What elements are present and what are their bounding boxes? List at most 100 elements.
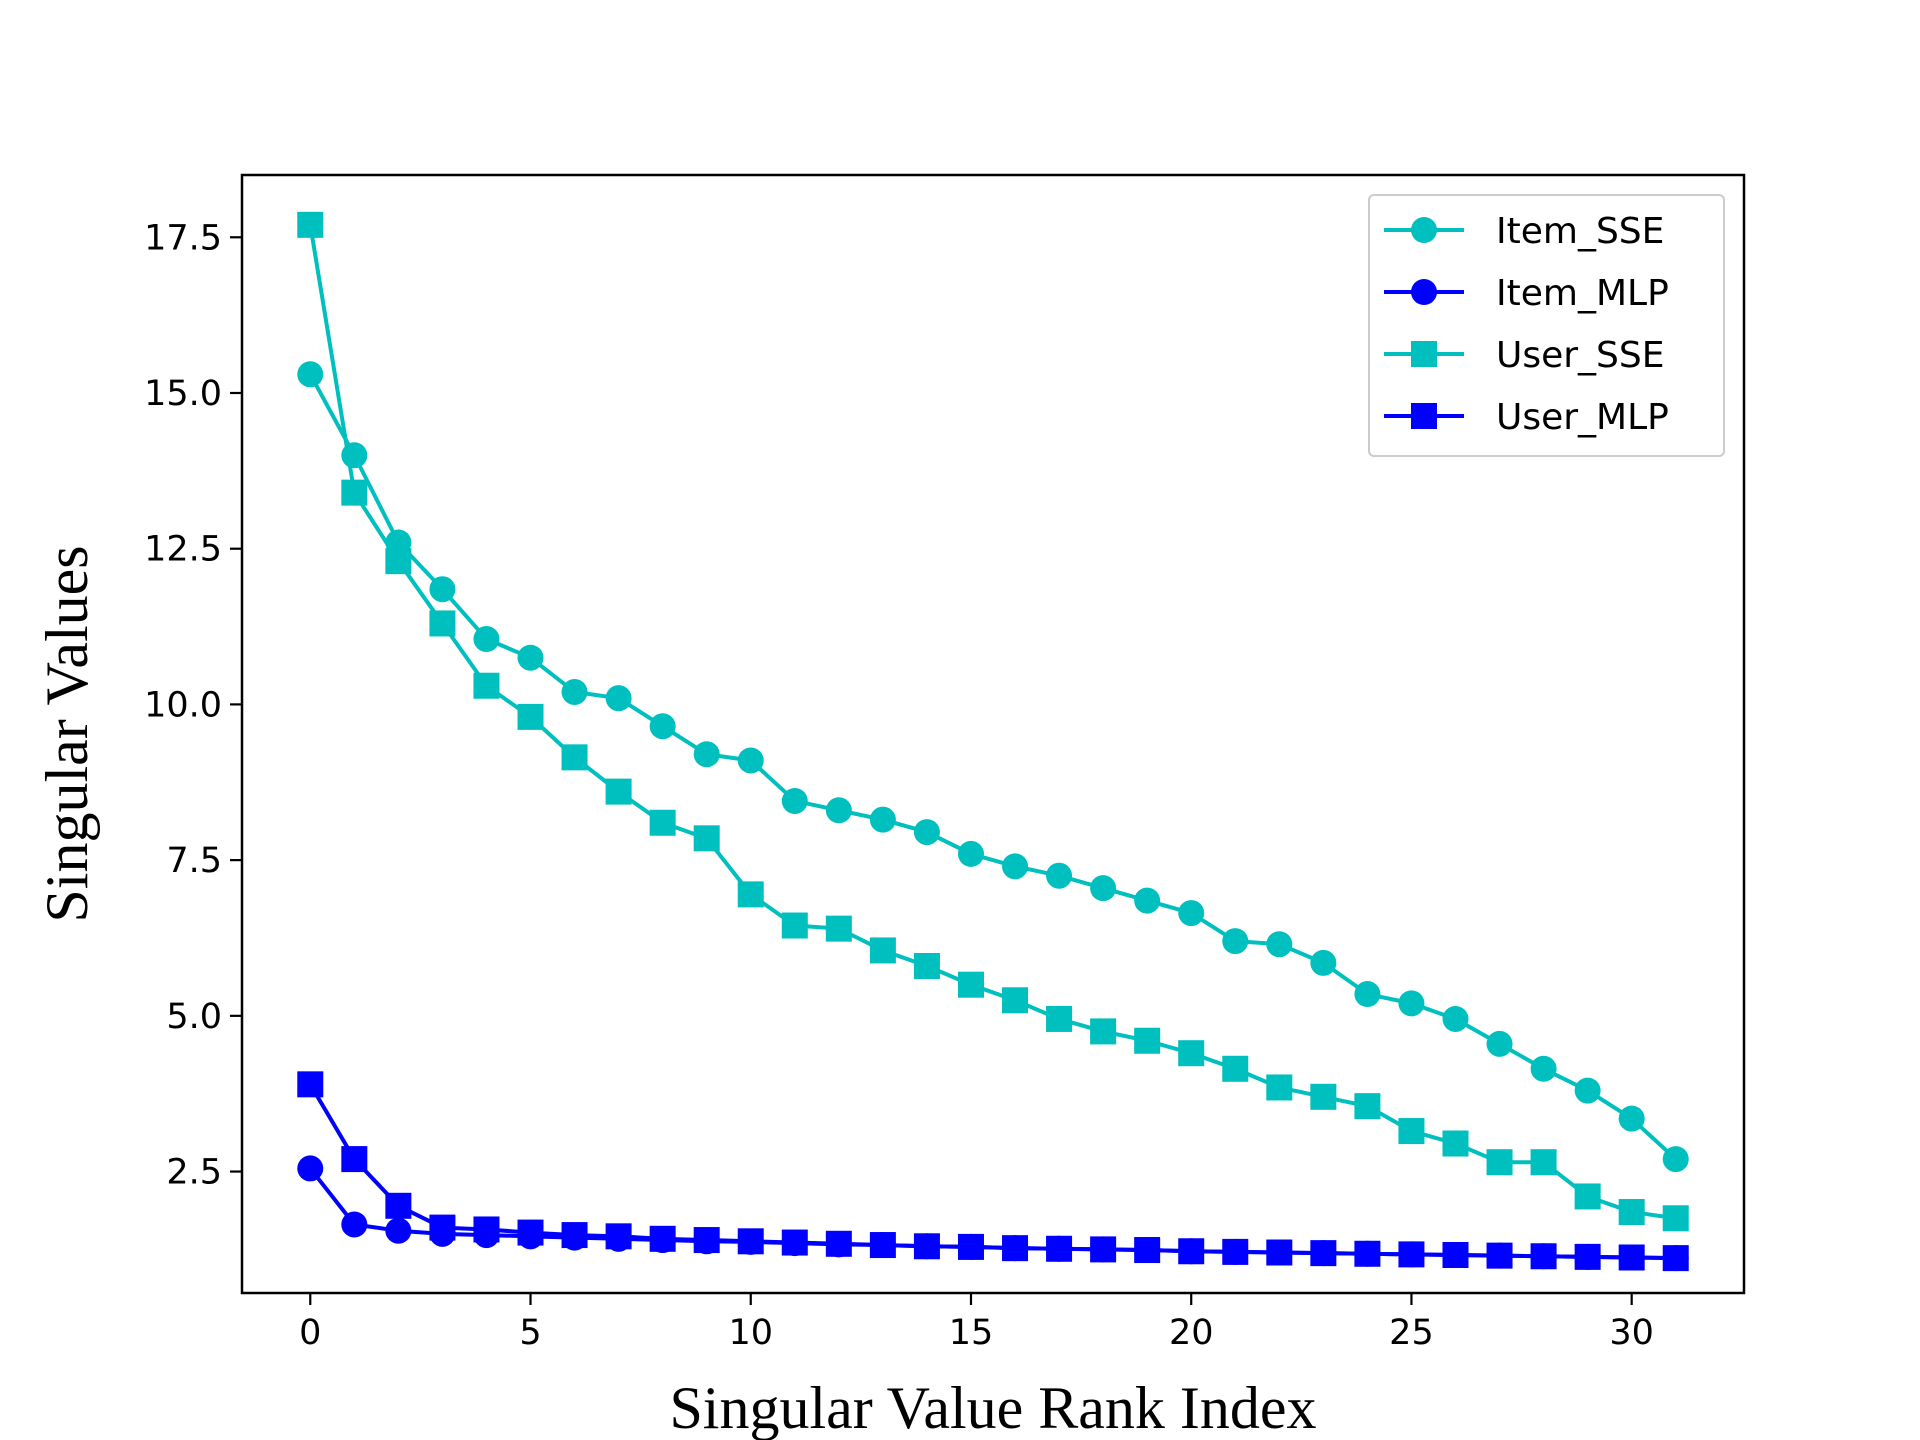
data-point-user-sse <box>1134 1027 1161 1054</box>
data-point-item-sse <box>517 644 544 671</box>
data-point-user-mlp <box>649 1225 676 1252</box>
data-point-item-sse <box>1222 928 1249 955</box>
legend-label: Item_SSE <box>1496 211 1664 252</box>
data-point-user-sse <box>1002 987 1029 1014</box>
data-point-user-mlp <box>297 1071 324 1098</box>
y-tick-label: 10.0 <box>144 685 222 725</box>
data-point-item-sse <box>869 806 896 833</box>
data-point-item-sse <box>1046 862 1073 889</box>
y-axis-label: Singular Values <box>34 545 100 922</box>
data-point-user-sse <box>693 825 720 852</box>
legend-entry-item-sse: Item_SSE <box>1384 211 1664 252</box>
series-layer <box>297 211 1689 1272</box>
legend-entries: Item_SSE Item_MLP User_SSE User_MLP <box>1384 211 1669 438</box>
data-point-user-sse <box>1486 1149 1513 1176</box>
y-tick-label: 2.5 <box>166 1153 222 1193</box>
data-point-item-sse <box>1530 1055 1557 1082</box>
data-point-user-mlp <box>1222 1238 1249 1265</box>
legend-swatch-marker <box>1411 217 1437 243</box>
data-point-user-sse <box>1662 1205 1689 1232</box>
data-point-item-sse <box>1134 887 1161 914</box>
data-point-item-sse <box>693 741 720 768</box>
y-axis: 2.5 5.0 7.5 10.0 12.5 15.0 17.5 <box>144 218 242 1193</box>
data-point-user-sse <box>385 548 412 575</box>
data-point-user-mlp <box>429 1214 456 1241</box>
data-point-user-sse <box>1398 1118 1425 1145</box>
x-tick-label: 20 <box>1169 1313 1214 1353</box>
data-point-user-mlp <box>1046 1235 1073 1262</box>
data-point-item-sse <box>737 747 764 774</box>
legend-swatch-marker <box>1411 341 1437 367</box>
data-point-item-sse <box>473 626 500 653</box>
x-axis: 0 5 10 15 20 25 30 <box>299 1293 1654 1353</box>
data-point-item-mlp <box>297 1155 324 1182</box>
data-point-user-sse <box>429 610 456 637</box>
data-point-user-mlp <box>1354 1240 1381 1267</box>
data-point-user-mlp <box>1486 1242 1513 1269</box>
data-point-user-sse <box>517 703 544 730</box>
data-point-item-sse <box>1354 981 1381 1008</box>
data-point-user-mlp <box>605 1223 632 1250</box>
data-point-user-mlp <box>473 1216 500 1243</box>
data-point-item-sse <box>1002 853 1029 880</box>
legend-entry-user-sse: User_SSE <box>1384 335 1665 376</box>
data-point-user-mlp <box>1134 1237 1161 1264</box>
data-point-item-sse <box>1178 900 1205 927</box>
legend-entry-item-mlp: Item_MLP <box>1384 273 1669 314</box>
data-point-user-sse <box>913 953 940 980</box>
data-point-item-sse <box>1486 1030 1513 1057</box>
data-point-user-sse <box>1178 1040 1205 1067</box>
legend: Item_SSE Item_MLP User_SSE User_MLP <box>1368 194 1725 457</box>
data-point-item-sse <box>1662 1146 1689 1173</box>
data-point-item-sse <box>561 678 588 705</box>
data-point-user-mlp <box>385 1192 412 1219</box>
data-point-user-mlp <box>1178 1238 1205 1265</box>
data-point-user-mlp <box>341 1146 368 1173</box>
legend-swatch-marker <box>1411 279 1437 305</box>
data-point-user-sse <box>737 881 764 908</box>
data-point-user-sse <box>781 912 808 939</box>
data-point-item-sse <box>825 797 852 824</box>
data-point-user-mlp <box>781 1229 808 1256</box>
x-tick-label: 0 <box>299 1313 321 1353</box>
legend-box <box>1368 194 1725 457</box>
data-point-user-sse <box>1442 1130 1469 1157</box>
data-point-item-sse <box>913 819 940 846</box>
data-point-user-sse <box>1046 1005 1073 1032</box>
data-point-user-mlp <box>1002 1235 1029 1262</box>
data-point-item-mlp <box>385 1217 412 1244</box>
data-point-user-mlp <box>693 1227 720 1254</box>
legend-label: User_MLP <box>1496 397 1669 438</box>
data-point-user-mlp <box>561 1222 588 1249</box>
data-point-user-sse <box>1618 1199 1645 1226</box>
x-tick-label: 25 <box>1389 1313 1434 1353</box>
legend-entry-user-mlp: User_MLP <box>1384 397 1669 438</box>
data-point-user-sse <box>1310 1083 1337 1110</box>
y-tick-label: 5.0 <box>166 997 222 1037</box>
data-point-user-mlp <box>1618 1244 1645 1271</box>
data-point-user-mlp <box>1530 1243 1557 1270</box>
data-point-user-sse <box>957 971 984 998</box>
series-user-sse <box>297 211 1689 1232</box>
data-point-user-sse <box>1574 1183 1601 1210</box>
series-item-sse <box>297 361 1689 1173</box>
data-point-user-mlp <box>1310 1240 1337 1267</box>
data-point-item-sse <box>1574 1077 1601 1104</box>
data-point-user-mlp <box>1574 1243 1601 1270</box>
data-point-user-sse <box>605 778 632 805</box>
data-point-user-sse <box>869 937 896 964</box>
y-tick-label: 12.5 <box>144 530 222 570</box>
data-point-item-sse <box>1310 949 1337 976</box>
data-point-item-sse <box>1442 1005 1469 1032</box>
data-point-item-sse <box>649 713 676 740</box>
data-point-user-sse <box>1090 1018 1117 1045</box>
x-tick-label: 30 <box>1609 1313 1654 1353</box>
data-point-user-mlp <box>517 1219 544 1246</box>
data-point-item-sse <box>429 576 456 603</box>
data-point-user-sse <box>473 672 500 699</box>
data-point-user-sse <box>1354 1093 1381 1120</box>
x-axis-label: Singular Value Rank Index <box>669 1375 1316 1440</box>
x-tick-label: 15 <box>949 1313 994 1353</box>
legend-label: User_SSE <box>1496 335 1665 376</box>
